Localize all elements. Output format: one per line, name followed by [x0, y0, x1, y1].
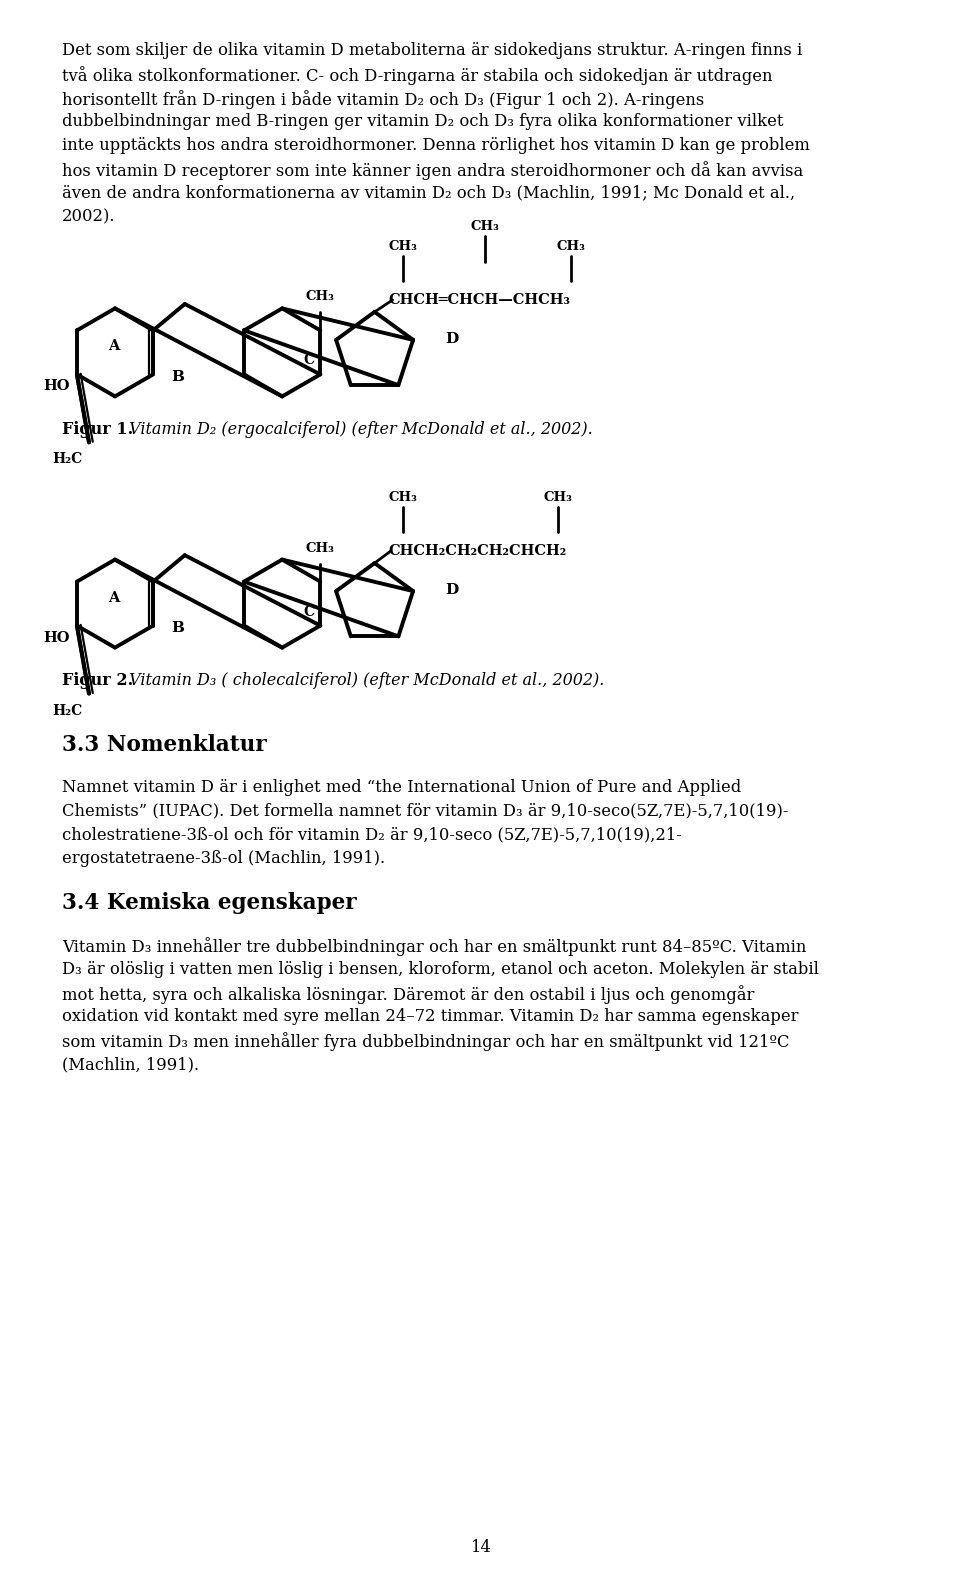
Text: B: B [171, 370, 184, 383]
Text: H₂C: H₂C [53, 452, 83, 466]
Text: Namnet vitamin D är i enlighet med “the International Union of Pure and Applied: Namnet vitamin D är i enlighet med “the … [62, 779, 741, 796]
Text: 3.4 Kemiska egenskaper: 3.4 Kemiska egenskaper [62, 892, 356, 914]
Text: Figur 2.: Figur 2. [62, 671, 133, 689]
Text: två olika stolkonformationer. C- och D-ringarna är stabila och sidokedjan är utd: två olika stolkonformationer. C- och D-r… [62, 66, 773, 85]
Text: ergostatetraene-3ß-ol (Machlin, 1991).: ergostatetraene-3ß-ol (Machlin, 1991). [62, 849, 385, 867]
Text: som vitamin D₃ men innehåller fyra dubbelbindningar och har en smältpunkt vid 12: som vitamin D₃ men innehåller fyra dubbe… [62, 1032, 789, 1051]
Text: horisontellt från D-ringen i både vitamin D₂ och D₃ (Figur 1 och 2). A-ringens: horisontellt från D-ringen i både vitami… [62, 90, 705, 109]
Text: CH₃: CH₃ [306, 290, 335, 304]
Text: Figur 1.: Figur 1. [62, 421, 133, 438]
Text: även de andra konformationerna av vitamin D₂ och D₃ (Machlin, 1991; Mc Donald et: även de andra konformationerna av vitami… [62, 184, 795, 202]
Text: hos vitamin D receptorer som inte känner igen andra steroidhormoner och då kan a: hos vitamin D receptorer som inte känner… [62, 161, 804, 180]
Text: Det som skiljer de olika vitamin D metaboliterna är sidokedjans struktur. A-ring: Det som skiljer de olika vitamin D metab… [62, 43, 803, 58]
Text: Chemists” (IUPAC). Det formella namnet för vitamin D₃ är 9,10-seco(5Z,7E)-5,7,10: Chemists” (IUPAC). Det formella namnet f… [62, 802, 788, 820]
Text: cholestratiene-3ß-ol och för vitamin D₂ är 9,10-seco (5Z,7E)-5,7,10(19),21-: cholestratiene-3ß-ol och för vitamin D₂ … [62, 826, 682, 843]
Text: 14: 14 [469, 1540, 491, 1557]
Text: CHCH₂CH₂CH₂CHCH₂: CHCH₂CH₂CH₂CHCH₂ [389, 544, 566, 558]
Text: Vitamin D₂ (ergocalciferol) (efter McDonald et al., 2002).: Vitamin D₂ (ergocalciferol) (efter McDon… [124, 421, 592, 438]
Text: CH₃: CH₃ [543, 492, 572, 504]
Text: A: A [108, 339, 120, 353]
Text: D₃ är olöslig i vatten men löslig i bensen, kloroform, etanol och aceton. Moleky: D₃ är olöslig i vatten men löslig i bens… [62, 961, 819, 977]
Text: CH₃: CH₃ [388, 492, 417, 504]
Text: 2002).: 2002). [62, 208, 115, 225]
Text: mot hetta, syra och alkaliska lösningar. Däremot är den ostabil i ljus och genom: mot hetta, syra och alkaliska lösningar.… [62, 985, 755, 1004]
Text: C: C [303, 605, 314, 619]
Text: A: A [108, 591, 120, 605]
Text: HO: HO [43, 630, 70, 645]
Text: (Machlin, 1991).: (Machlin, 1991). [62, 1056, 199, 1073]
Text: CH₃: CH₃ [388, 240, 417, 252]
Text: D: D [445, 583, 458, 597]
Text: dubbelbindningar med B-ringen ger vitamin D₂ och D₃ fyra olika konformationer vi: dubbelbindningar med B-ringen ger vitami… [62, 113, 783, 131]
Text: Vitamin D₃ ( cholecalciferol) (efter McDonald et al., 2002).: Vitamin D₃ ( cholecalciferol) (efter McD… [124, 671, 605, 689]
Text: HO: HO [43, 380, 70, 394]
Text: inte upptäckts hos andra steroidhormoner. Denna rörlighet hos vitamin D kan ge p: inte upptäckts hos andra steroidhormoner… [62, 137, 810, 154]
Text: CH₃: CH₃ [470, 221, 499, 233]
Text: oxidation vid kontakt med syre mellan 24–72 timmar. Vitamin D₂ har samma egenska: oxidation vid kontakt med syre mellan 24… [62, 1009, 799, 1026]
Text: H₂C: H₂C [53, 703, 83, 717]
Text: C: C [303, 353, 314, 367]
Text: D: D [445, 333, 458, 347]
Text: CH₃: CH₃ [556, 240, 585, 252]
Text: Vitamin D₃ innehåller tre dubbelbindningar och har en smältpunkt runt 84–85ºC. V: Vitamin D₃ innehåller tre dubbelbindning… [62, 938, 806, 957]
Text: B: B [171, 621, 184, 635]
Text: CH₃: CH₃ [306, 542, 335, 555]
Text: 3.3 Nomenklatur: 3.3 Nomenklatur [62, 734, 267, 756]
Text: CHCH═CHCH—CHCH₃: CHCH═CHCH—CHCH₃ [389, 293, 570, 307]
